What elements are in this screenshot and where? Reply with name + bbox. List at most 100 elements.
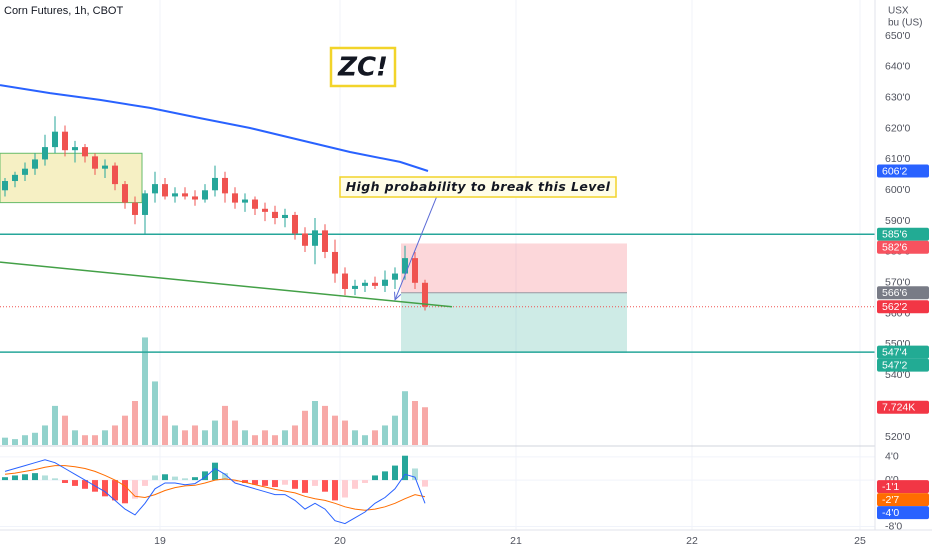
candle-body — [262, 208, 268, 212]
histogram-bar — [2, 477, 8, 481]
volume-bar — [192, 425, 198, 445]
price-badge-label: 562'2 — [882, 301, 908, 313]
price-badge-label: 547'4 — [882, 346, 908, 358]
drawings-over: ZC! High probability to break this Level — [0, 46, 617, 308]
candle-body — [52, 131, 58, 148]
histogram-bar — [12, 475, 18, 481]
candle-body — [312, 230, 318, 246]
volume-bar — [12, 439, 18, 445]
histogram-bar — [202, 471, 208, 481]
price-badge — [877, 493, 929, 507]
volume-bar — [352, 430, 358, 445]
candle-body — [12, 174, 18, 182]
candle-body — [392, 273, 398, 280]
volume-bar — [342, 420, 348, 445]
volume-bar — [102, 430, 108, 445]
volume-bar — [262, 430, 268, 445]
unit: bu (US) — [888, 18, 922, 29]
candle-body — [152, 184, 158, 194]
candle-body — [422, 282, 428, 307]
candle-body — [162, 184, 168, 197]
y-tick-label: -8'0 — [885, 520, 902, 532]
volume-bar — [292, 425, 298, 445]
y-tick-label: 4'0 — [885, 451, 899, 463]
price-badge-label: 566'6 — [882, 287, 908, 299]
candle-body — [362, 282, 368, 286]
histogram-bar — [392, 465, 398, 481]
grid — [0, 0, 875, 530]
candle-body — [402, 258, 408, 274]
price-badge — [877, 345, 929, 359]
histogram-bar — [312, 480, 318, 486]
zone-box — [0, 152, 143, 204]
volume-bar — [332, 415, 338, 445]
volume-bar — [412, 401, 418, 445]
candle-body — [372, 282, 378, 286]
volume-bar — [62, 415, 68, 445]
candle-body — [32, 159, 38, 169]
x-tick-label: 20 — [334, 535, 346, 547]
stop-zone — [401, 243, 627, 293]
volume-bar — [82, 435, 88, 445]
price-badge-label: 582'6 — [882, 241, 908, 253]
candle-body — [72, 147, 78, 151]
volume-badge — [877, 400, 929, 414]
volume-bar — [232, 420, 238, 445]
y-tick-label: 540'0 — [885, 369, 911, 381]
candle-body — [382, 279, 388, 286]
price-badge-label: -4'0 — [882, 507, 899, 519]
histogram-bar — [262, 480, 268, 486]
volume-bar — [312, 401, 318, 445]
y-tick-label: 630'0 — [885, 92, 911, 104]
volume-bar — [2, 437, 8, 445]
candle-body — [82, 147, 88, 157]
histogram-bar — [332, 480, 338, 501]
candle-body — [202, 190, 208, 200]
volume-bar — [392, 415, 398, 445]
candle-body — [292, 214, 298, 234]
candles — [2, 116, 428, 311]
candle-body — [132, 202, 138, 215]
candle-body — [212, 177, 218, 191]
histogram-bar — [162, 474, 168, 481]
candle-body — [232, 193, 238, 203]
histogram-bar — [422, 480, 428, 487]
macd-line — [4, 459, 426, 525]
y-tick-label: 590'0 — [885, 215, 911, 227]
histogram-bar — [352, 480, 358, 489]
histogram-bar — [212, 462, 218, 481]
y-tick-label: 600'0 — [885, 184, 911, 196]
price-badge — [877, 240, 929, 254]
histogram-bar — [172, 476, 178, 481]
volume-bar — [32, 432, 38, 445]
volume-bar — [272, 435, 278, 445]
candle-body — [192, 196, 198, 200]
volume-bar — [212, 420, 218, 445]
x-tick-label: 21 — [510, 535, 522, 547]
histogram-bar — [322, 480, 328, 492]
volume-bar — [242, 430, 248, 445]
candle-body — [242, 199, 248, 203]
currency: USX — [888, 6, 909, 17]
volume-bar — [362, 435, 368, 445]
candle-body — [92, 156, 98, 169]
histogram-bar — [102, 480, 108, 497]
y-tick-label: 610'0 — [885, 153, 911, 165]
moving-average — [0, 84, 429, 172]
histogram-bar — [32, 473, 38, 481]
histogram-bar — [142, 480, 148, 486]
volume-bar — [142, 337, 148, 445]
price-badge — [877, 300, 929, 314]
histogram-bar — [252, 480, 258, 485]
volume-bar — [182, 430, 188, 445]
candle-body — [342, 273, 348, 289]
histogram-bar — [292, 480, 298, 489]
volume-bar — [112, 425, 118, 445]
price-badge — [877, 480, 929, 494]
price-badge — [877, 506, 929, 520]
histogram-bar — [222, 473, 228, 481]
candle-body — [112, 165, 118, 185]
histogram-bar — [182, 478, 188, 481]
